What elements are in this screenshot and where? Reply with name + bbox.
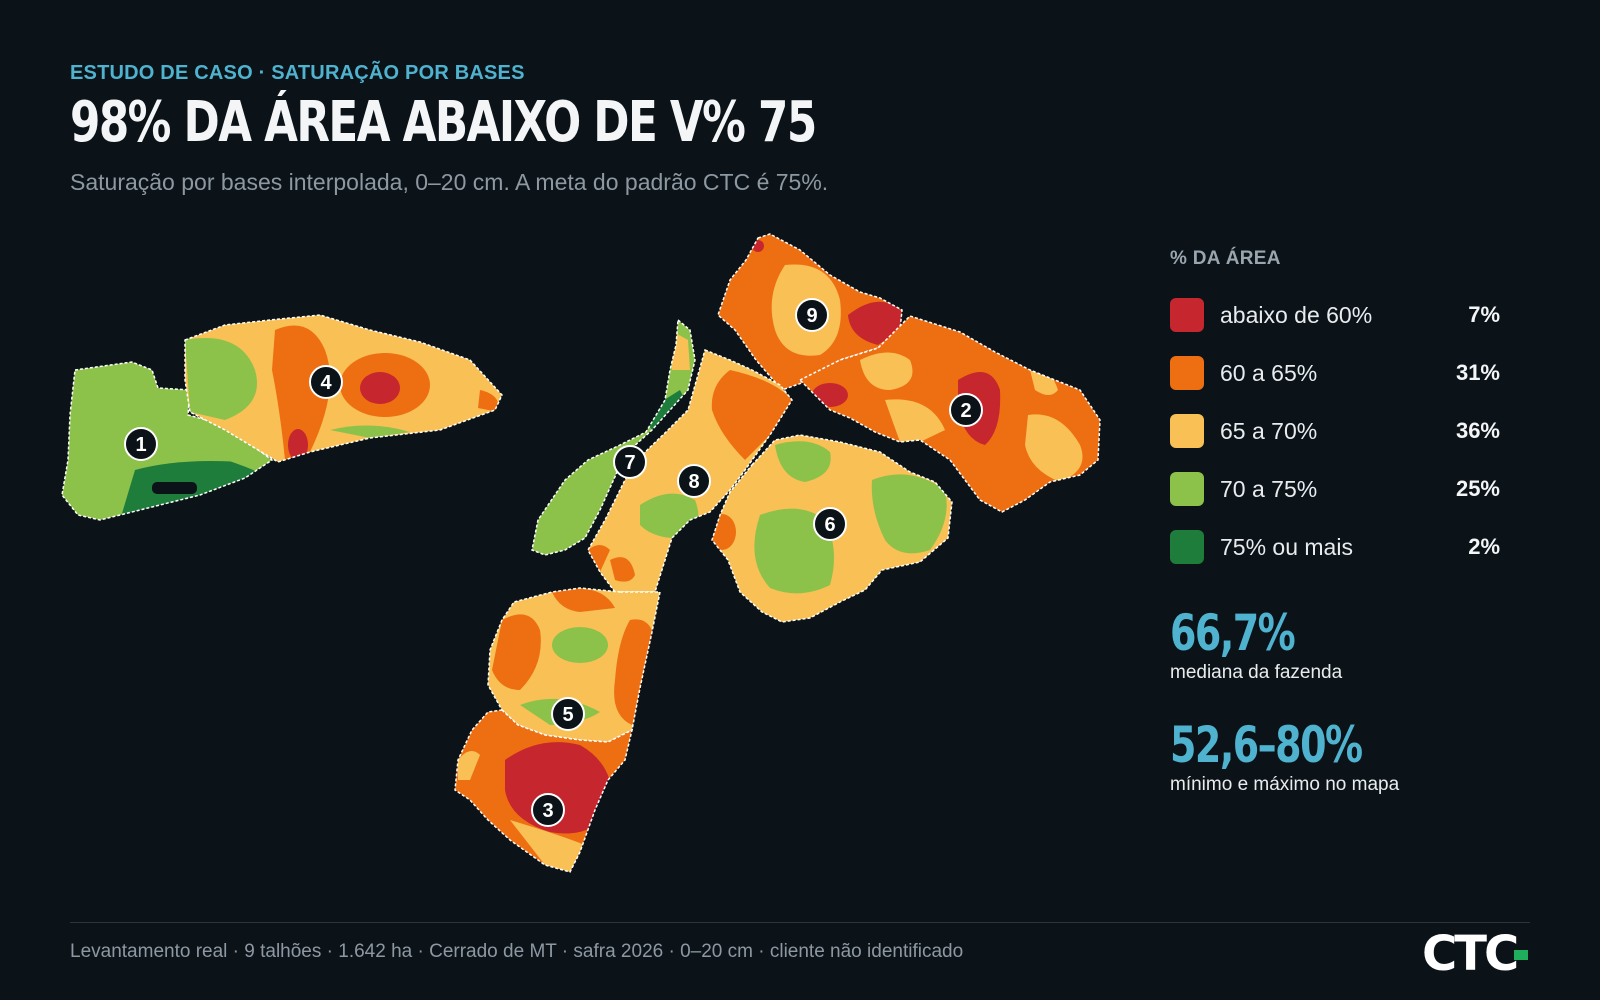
legend-label: 70 a 75%	[1220, 475, 1318, 502]
range-stat: 52,6–80% mínimo e máximo no mapa	[1170, 720, 1422, 796]
legend-title: % DA ÁREA	[1170, 248, 1281, 269]
farm-map: 1 2 3 4 5 6 7 8	[40, 220, 1140, 900]
plot-label-7: 7	[624, 452, 635, 474]
plot-label-6: 6	[824, 514, 835, 536]
legend-label: 65 a 70%	[1220, 417, 1318, 444]
legend-label: 60 a 65%	[1220, 359, 1318, 386]
plot-label-8: 8	[688, 471, 699, 493]
plot-label-1: 1	[135, 434, 146, 456]
median-value: 66,7%	[1170, 604, 1296, 662]
legend-swatch	[1170, 298, 1204, 332]
legend-item-60-65: 60 a 65% 31%	[1170, 344, 1500, 402]
legend-label: abaixo de 60%	[1220, 301, 1373, 328]
legend-swatch	[1170, 530, 1204, 564]
legend-value: 2%	[1468, 534, 1500, 559]
plot-label-5: 5	[562, 704, 573, 726]
legend-item-65-70: 65 a 70% 36%	[1170, 402, 1500, 460]
plot-marker-7: 7	[613, 445, 647, 479]
legend-item-below-60: abaixo de 60% 7%	[1170, 286, 1500, 344]
legend-swatch	[1170, 356, 1204, 390]
legend-value: 25%	[1455, 476, 1500, 501]
eyebrow: ESTUDO DE CASO · SATURAÇÃO POR BASES	[70, 62, 525, 84]
legend-swatch	[1170, 414, 1204, 448]
logo-text: CTC	[1422, 926, 1517, 980]
plot-marker-9: 9	[795, 298, 829, 332]
range-label: mínimo e máximo no mapa	[1170, 774, 1400, 795]
plot-label-4: 4	[320, 372, 332, 394]
plot-marker-5: 5	[551, 697, 585, 731]
plot-marker-8: 8	[677, 464, 711, 498]
page-subtitle: Saturação por bases interpolada, 0–20 cm…	[70, 169, 829, 195]
legend-item-75-plus: 75% ou mais 2%	[1170, 518, 1500, 576]
plot-marker-2: 2	[949, 393, 983, 427]
plot-label-2: 2	[960, 400, 971, 422]
range-value: 52,6–80%	[1170, 716, 1363, 774]
logo-accent-icon	[1514, 950, 1528, 960]
legend-value: 36%	[1455, 418, 1500, 443]
footer-divider	[70, 922, 1530, 923]
farm-map-svg: 1 2 3 4 5 6 7 8	[61, 233, 1101, 873]
median-label: mediana da fazenda	[1170, 662, 1343, 683]
legend-label: 75% ou mais	[1220, 533, 1353, 560]
page-title: 98% DA ÁREA ABAIXO DE V% 75	[70, 90, 817, 155]
legend-swatch	[1170, 472, 1204, 506]
plot-marker-6: 6	[813, 507, 847, 541]
plot-label-3: 3	[542, 800, 553, 822]
ctc-logo: CTC	[1422, 926, 1528, 980]
plot-marker-3: 3	[531, 793, 565, 827]
legend-item-70-75: 70 a 75% 25%	[1170, 460, 1500, 518]
plot-label-9: 9	[806, 305, 817, 327]
legend-value: 31%	[1455, 360, 1500, 385]
footer-text: Levantamento real · 9 talhões · 1.642 ha…	[70, 941, 964, 962]
header: ESTUDO DE CASO · SATURAÇÃO POR BASES 98%…	[70, 62, 1170, 196]
legend-value: 7%	[1468, 302, 1500, 327]
plot-marker-1: 1	[124, 427, 158, 461]
legend: % DA ÁREA abaixo de 60% 7% 60 a 65% 31% …	[1170, 248, 1500, 576]
plot-marker-4: 4	[309, 365, 343, 399]
median-stat: 66,7% mediana da fazenda	[1170, 608, 1342, 684]
